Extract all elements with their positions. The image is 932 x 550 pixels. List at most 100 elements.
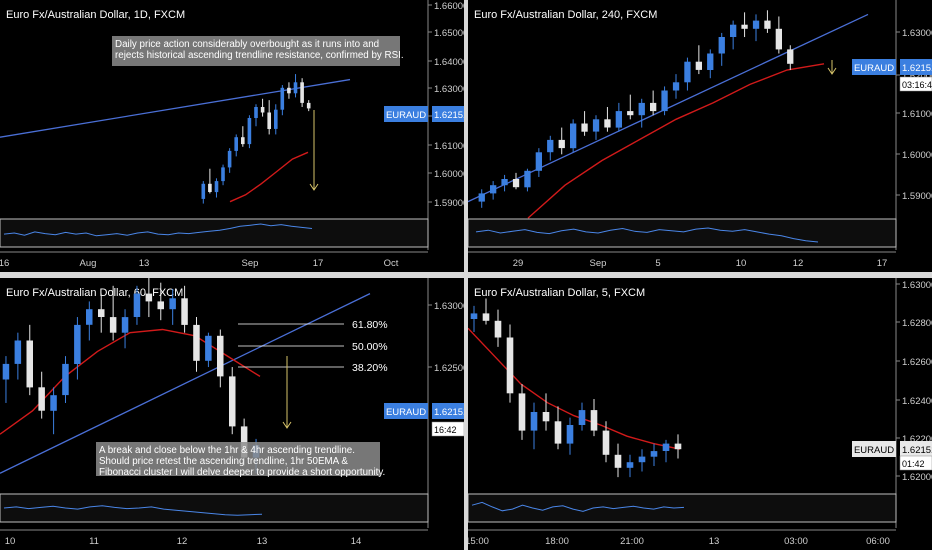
candle-body[interactable] — [718, 37, 725, 54]
candle-body[interactable] — [2, 363, 10, 380]
horizontal-divider[interactable] — [0, 272, 932, 278]
candle-body[interactable] — [530, 412, 538, 431]
candle-body[interactable] — [205, 335, 212, 361]
candle-body[interactable] — [478, 193, 485, 202]
candle-body[interactable] — [267, 112, 271, 130]
chart-pane-5[interactable]: Euro Fx/Australian Dollar, 5, FXCM 1.6300… — [468, 278, 932, 550]
candle-body[interactable] — [558, 139, 565, 149]
candle-body[interactable] — [627, 111, 634, 116]
candle-body[interactable] — [662, 443, 670, 451]
candle-body[interactable] — [592, 119, 600, 132]
rsi-panel[interactable] — [0, 493, 429, 523]
candle-body[interactable] — [482, 313, 490, 321]
candle-body[interactable] — [638, 102, 645, 116]
candle-body[interactable] — [604, 119, 611, 128]
candle-body[interactable] — [109, 317, 117, 333]
ascending-trendline[interactable] — [0, 293, 371, 474]
candle-body[interactable] — [638, 456, 646, 463]
candle-body[interactable] — [695, 61, 702, 70]
candle-body[interactable] — [684, 61, 691, 83]
candle-body[interactable] — [764, 20, 771, 29]
candle-body[interactable] — [201, 183, 206, 199]
chart-pane-240[interactable]: Euro Fx/Australian Dollar, 240, FXCM 1.63… — [468, 0, 932, 272]
candle-body[interactable] — [661, 90, 668, 112]
annotation-box[interactable] — [96, 442, 380, 476]
ascending-trendline[interactable] — [468, 13, 869, 203]
candle-body[interactable] — [650, 102, 657, 112]
candle-body[interactable] — [470, 313, 478, 319]
candle-body[interactable] — [38, 387, 45, 411]
chart-pane-60[interactable]: Euro Fx/Australian Dollar, 60, FXCM 1.630… — [0, 278, 464, 550]
candle-body[interactable] — [672, 82, 680, 91]
candle-body[interactable] — [570, 123, 577, 149]
countdown-tag — [899, 76, 932, 92]
candle-body[interactable] — [581, 123, 588, 132]
candle-body[interactable] — [512, 179, 520, 188]
candle-body[interactable] — [626, 462, 634, 468]
candle-body[interactable] — [287, 87, 291, 94]
candle-body[interactable] — [518, 393, 526, 431]
candle-body[interactable] — [787, 49, 794, 64]
candle-body[interactable] — [133, 293, 141, 317]
chart-pane-daily[interactable]: Euro Fx/Australian Dollar, 1D, FXCM 1.660… — [0, 0, 464, 272]
candle-body[interactable] — [707, 53, 714, 71]
candle-body[interactable] — [524, 170, 531, 188]
candle-body[interactable] — [193, 324, 200, 361]
candle-body[interactable] — [614, 454, 622, 468]
candle-body[interactable] — [214, 181, 219, 193]
candle-body[interactable] — [181, 298, 188, 325]
candle-body[interactable] — [274, 109, 278, 129]
candle-body[interactable] — [254, 107, 258, 118]
candle-body[interactable] — [86, 309, 93, 325]
rsi-line — [3, 505, 263, 516]
candle-body[interactable] — [98, 309, 105, 317]
candle-body[interactable] — [494, 320, 502, 338]
candle-body[interactable] — [547, 139, 554, 153]
candle-body[interactable] — [241, 137, 245, 145]
annotation-box[interactable] — [112, 36, 400, 66]
candle-body[interactable] — [578, 410, 586, 425]
candle-body[interactable] — [280, 87, 285, 110]
candle-body[interactable] — [217, 335, 224, 377]
candle-body[interactable] — [240, 426, 248, 458]
candle-body[interactable] — [490, 185, 497, 194]
candle-body[interactable] — [14, 340, 22, 364]
rsi-panel[interactable] — [468, 218, 897, 248]
candle-body[interactable] — [260, 107, 265, 113]
candle-body[interactable] — [227, 150, 232, 168]
candle-body[interactable] — [730, 24, 737, 37]
candle-body[interactable] — [300, 82, 304, 103]
candle-body[interactable] — [674, 443, 682, 450]
candle-body[interactable] — [74, 324, 81, 364]
candle-body[interactable] — [650, 451, 658, 457]
candle-body[interactable] — [293, 82, 298, 94]
candle-body[interactable] — [145, 293, 153, 302]
candle-body[interactable] — [247, 118, 252, 145]
candle-body[interactable] — [221, 167, 225, 182]
candle-body[interactable] — [752, 20, 760, 29]
ema-line — [468, 327, 681, 450]
candle-body[interactable] — [50, 395, 57, 411]
candle-body[interactable] — [62, 363, 69, 396]
candle-body[interactable] — [741, 24, 748, 29]
arrow-head — [282, 421, 292, 429]
candle-body[interactable] — [26, 340, 34, 388]
candle-body[interactable] — [501, 179, 508, 186]
candle-body[interactable] — [506, 337, 514, 394]
candle-body[interactable] — [306, 102, 311, 109]
candle-body[interactable] — [566, 425, 574, 444]
candle-body[interactable] — [169, 298, 176, 310]
candle-body[interactable] — [554, 421, 562, 444]
candle-body[interactable] — [208, 183, 212, 192]
candle-body[interactable] — [602, 430, 610, 455]
candle-body[interactable] — [535, 152, 542, 171]
candle-body[interactable] — [615, 111, 622, 128]
ascending-trendline[interactable] — [0, 78, 351, 138]
candle-body[interactable] — [234, 137, 238, 151]
candle-body[interactable] — [775, 28, 782, 50]
candle-body[interactable] — [542, 412, 550, 422]
candle-body[interactable] — [590, 410, 598, 431]
candle-body[interactable] — [121, 317, 129, 333]
candle-body[interactable] — [157, 301, 165, 310]
candle-body[interactable] — [229, 376, 236, 427]
